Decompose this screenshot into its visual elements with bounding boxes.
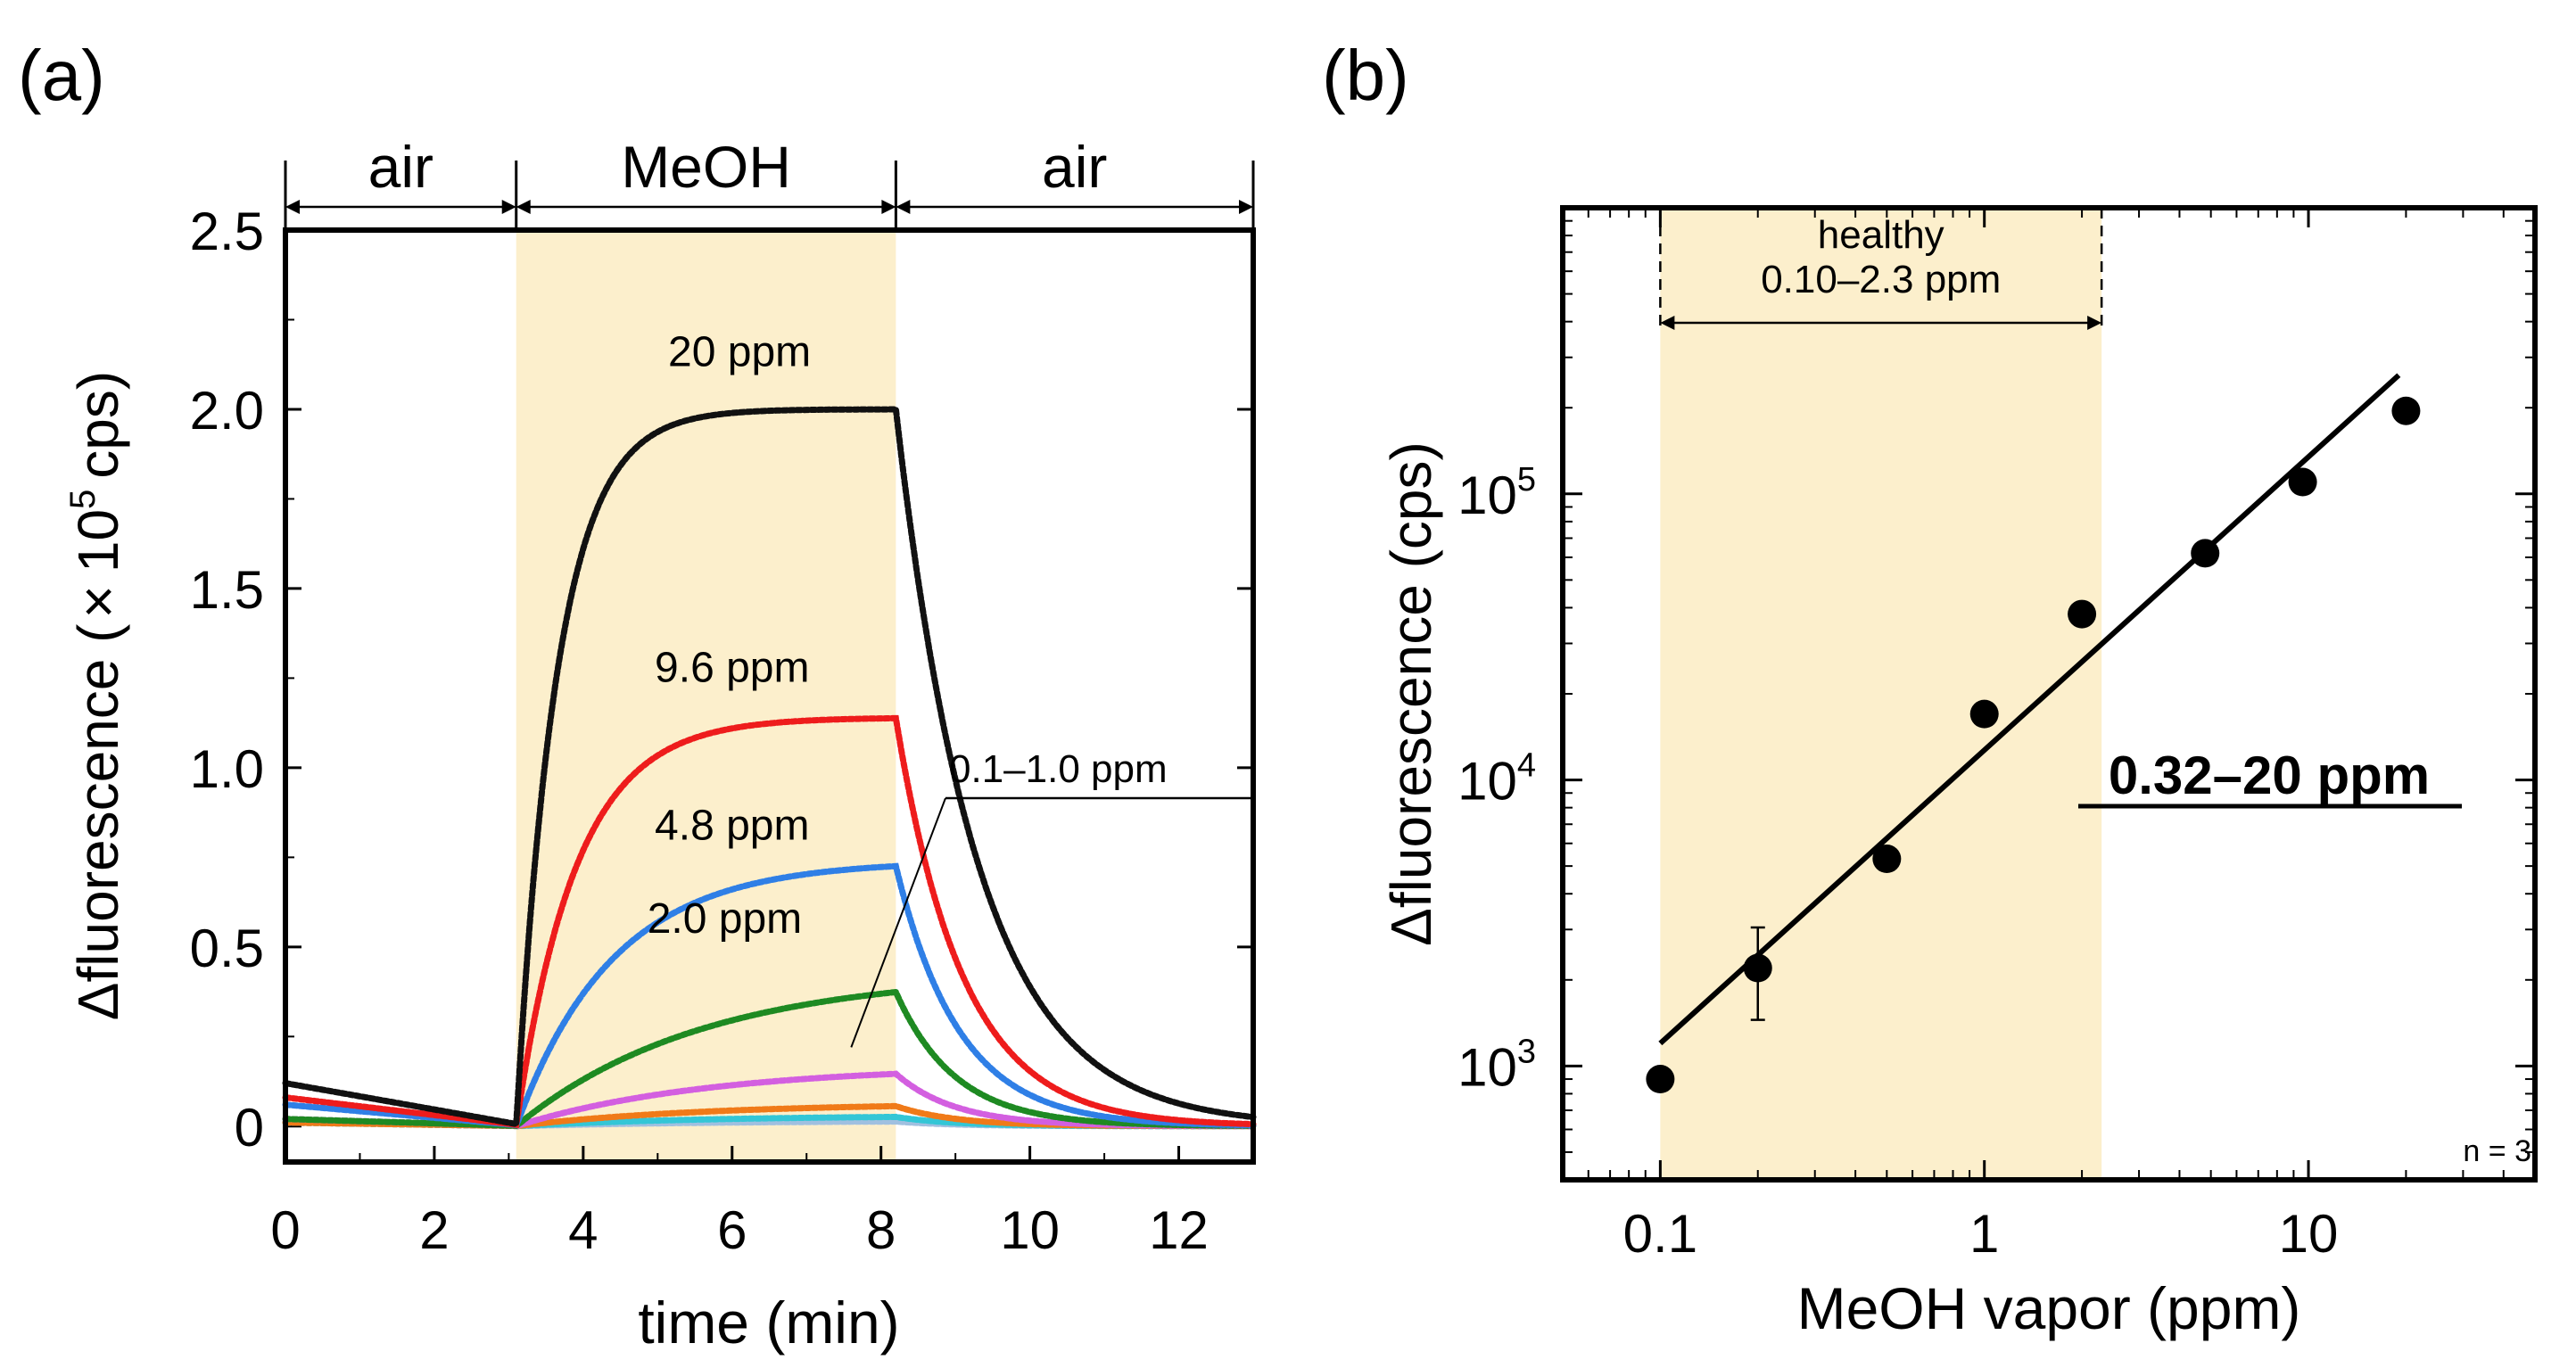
annotation-label: 0.1–1.0 ppm	[949, 747, 1168, 791]
panel-b-label: (b)	[1322, 36, 1409, 115]
y-tick-label: 1.5	[190, 560, 264, 620]
phase-label: air	[368, 134, 433, 200]
series-line-9-6-ppm	[282, 714, 1257, 1128]
annotation-pointer	[850, 797, 946, 1048]
y-tick-label: 2.0	[190, 381, 264, 441]
x-axis-label: time (min)	[638, 1290, 899, 1356]
data-point	[1646, 1065, 1675, 1094]
healthy-range-shade	[1660, 208, 2102, 1180]
x-tick-label-b: 1	[1969, 1204, 1999, 1264]
y-tick-label: 2.5	[190, 202, 264, 261]
y-axis-label-b: Δfluorescence (cps)	[1379, 441, 1443, 946]
x-tick-label-b: 0.1	[1623, 1204, 1697, 1264]
x-tick-label: 12	[1149, 1200, 1209, 1260]
data-point	[2288, 467, 2317, 497]
phase-label: MeOH	[621, 134, 791, 200]
x-tick-label: 10	[1000, 1200, 1060, 1260]
healthy-range-text: 0.10–2.3 ppm	[1761, 258, 2001, 301]
phase-arrow-head	[881, 200, 896, 214]
x-tick-label: 6	[717, 1200, 747, 1260]
panel-a: (a) air MeOH air 0 0.5 1.0 1.5 2.0 2.5 0 2 4 6 8 10 1…	[18, 36, 1257, 1356]
data-point	[1743, 953, 1772, 983]
x-tick-label: 8	[866, 1200, 896, 1260]
series-group	[282, 406, 1257, 1130]
healthy-arrow-head	[1660, 316, 1675, 330]
y-axis-ticks: 0 0.5 1.0 1.5 2.0 2.5	[190, 202, 1253, 1158]
y-axis-label: Δfluorescence (×105cps)	[63, 371, 130, 1020]
phase-bar: air MeOH air	[284, 134, 1255, 230]
y-tick-label: 1.0	[190, 739, 264, 799]
data-point	[1872, 845, 1902, 874]
y-tick-label-b: 104	[1457, 747, 1536, 812]
series-labels: 20 ppm 9.6 ppm 4.8 ppm 2.0 ppm	[648, 329, 811, 943]
phase-arrow-head	[1239, 200, 1253, 214]
phase-arrow-head	[516, 200, 531, 214]
plot-frame-a	[283, 227, 1256, 1165]
data-point	[2391, 396, 2421, 425]
series-label: 20 ppm	[668, 329, 811, 376]
phase-arrow-head	[285, 200, 300, 214]
plot-frame-b	[1560, 205, 2538, 1183]
healthy-title: healthy	[1818, 213, 1944, 257]
series-line-20-ppm	[282, 406, 1257, 1128]
x-tick-label-b: 10	[2279, 1204, 2339, 1264]
series-line-2-0-ppm	[282, 988, 1257, 1129]
x-tick-label: 2	[419, 1200, 449, 1260]
fit-line	[1658, 373, 2401, 1046]
series-label: 4.8 ppm	[655, 802, 809, 849]
series-label: 2.0 ppm	[648, 895, 802, 943]
x-axis-ticks: 0 2 4 6 8 10 12	[270, 1146, 1209, 1260]
data-point	[1969, 699, 1999, 729]
phase-arrow-head	[501, 200, 516, 214]
x-tick-label: 0	[270, 1200, 300, 1260]
x-axis-ticks-b: 0.1 1 10	[1587, 208, 2505, 1264]
series-label: 9.6 ppm	[655, 644, 809, 691]
phase-arrow-head	[896, 200, 911, 214]
data-point	[2068, 599, 2097, 629]
linear-range-label: 0.32–20 ppm	[2109, 746, 2430, 805]
phase-label: air	[1042, 134, 1107, 200]
healthy-arrow-head	[2087, 316, 2102, 330]
data-point	[2191, 539, 2220, 568]
x-tick-label: 4	[568, 1200, 598, 1260]
y-tick-label: 0.5	[190, 919, 264, 978]
y-tick-label-b: 103	[1457, 1033, 1536, 1097]
methanol-exposure-shade	[516, 230, 896, 1162]
y-tick-label: 0	[235, 1098, 264, 1158]
x-axis-label-b: MeOH vapor (ppm)	[1797, 1275, 2301, 1341]
data-points	[1646, 396, 2421, 1094]
y-tick-label-b: 105	[1457, 461, 1536, 525]
panel-a-label: (a)	[18, 36, 105, 115]
sample-count-label: n = 3	[2463, 1134, 2531, 1168]
